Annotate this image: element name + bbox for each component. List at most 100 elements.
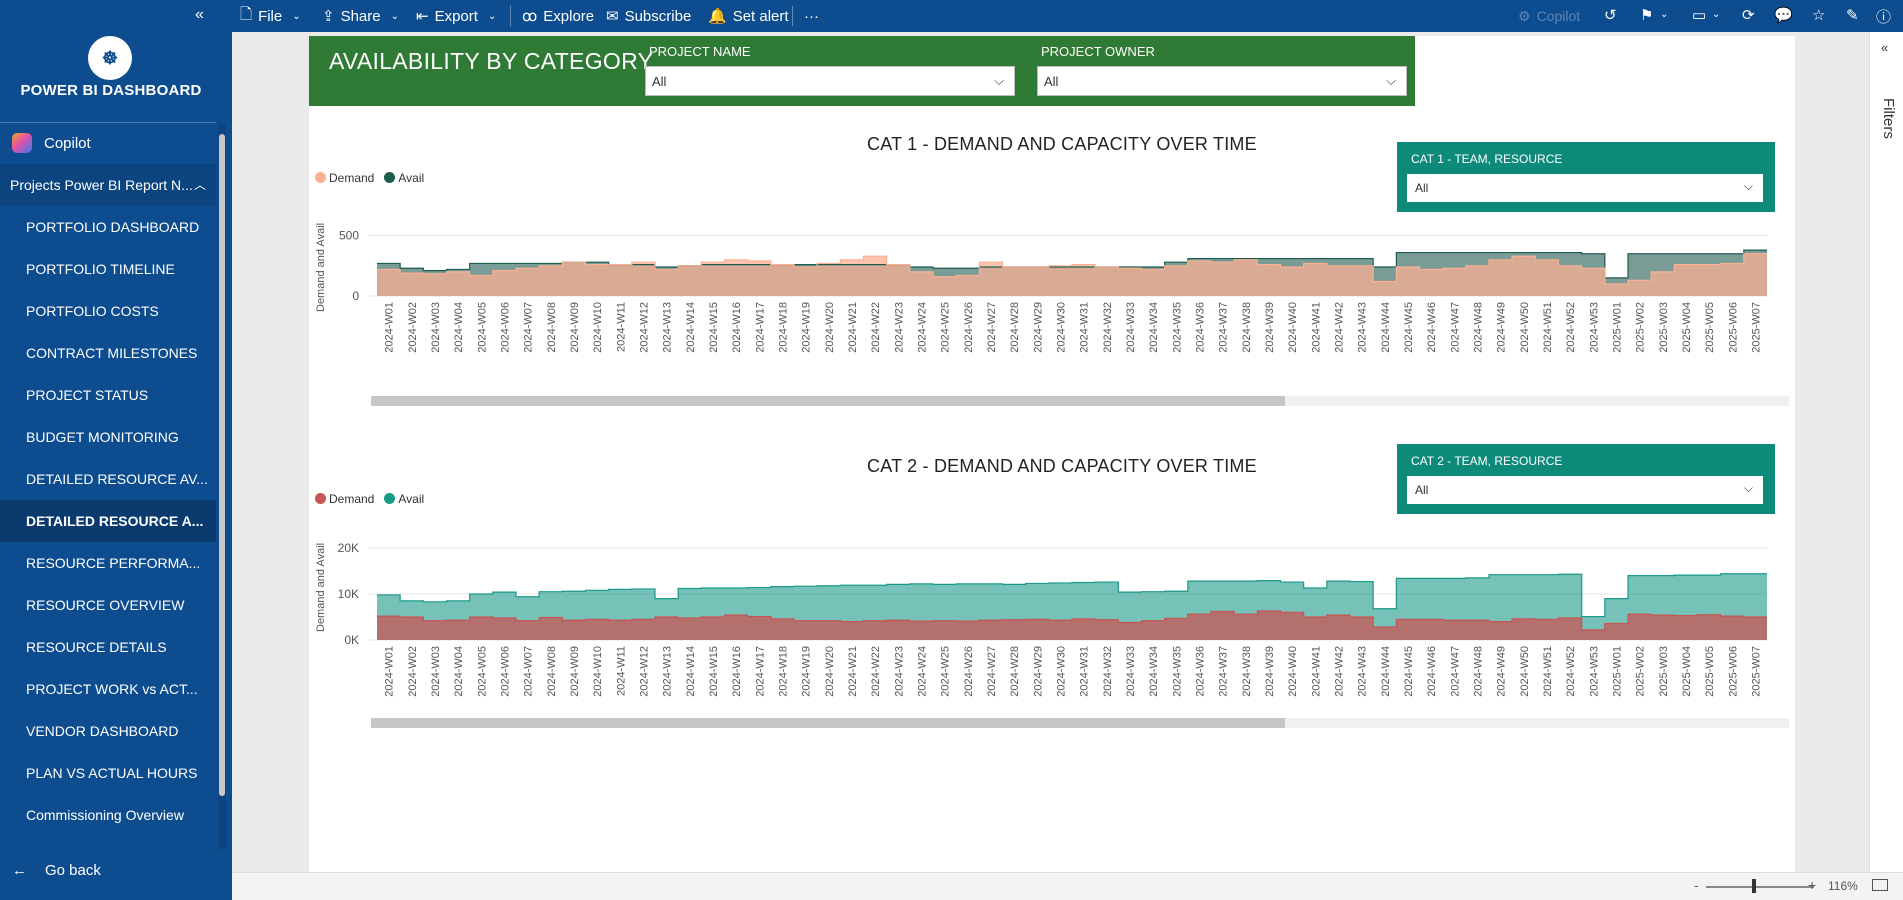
sidebar-nav-item[interactable]: PORTFOLIO TIMELINE xyxy=(26,261,175,277)
set-alert-label: Set alert xyxy=(732,7,789,25)
sidebar-nav-item[interactable]: BUDGET MONITORING xyxy=(26,429,179,445)
x-tick-label: 2024-W29 xyxy=(1032,646,1044,697)
sidebar-nav-item[interactable]: PORTFOLIO DASHBOARD xyxy=(26,219,200,235)
explore-label: Explore xyxy=(543,7,595,25)
chevron-up-icon: ︿ xyxy=(193,178,206,192)
edit-icon[interactable]: ✎ xyxy=(1846,7,1859,24)
filters-label[interactable]: Filters xyxy=(1880,98,1897,139)
set-alert-button[interactable]: 🔔 Set alert xyxy=(708,0,789,32)
zoom-in-button[interactable]: + xyxy=(1808,877,1817,893)
go-back-button[interactable]: ← Go back xyxy=(0,852,216,888)
x-tick-label: 2024-W22 xyxy=(870,302,882,353)
bookmark-icon[interactable]: ⚑ xyxy=(1640,7,1654,24)
sidebar-nav-item[interactable]: DETAILED RESOURCE A... xyxy=(0,500,216,542)
copilot-button[interactable]: ⚙ Copilot xyxy=(1518,0,1580,32)
x-tick-label: 2024-W08 xyxy=(546,302,558,353)
legend-demand-label: Demand xyxy=(329,171,375,185)
copilot-icon xyxy=(12,133,32,153)
y-tick-label: 10K xyxy=(338,587,359,601)
file-menu[interactable]: 🗋 File ⌄ xyxy=(240,0,301,32)
favorite-icon[interactable]: ☆ xyxy=(1812,7,1826,24)
undo-icon[interactable]: ↺ xyxy=(1604,7,1617,24)
x-tick-label: 2024-W43 xyxy=(1357,302,1369,353)
cat1-horizontal-scrollbar[interactable] xyxy=(371,396,1789,406)
zoom-slider[interactable] xyxy=(1706,886,1814,888)
x-tick-label: 2024-W10 xyxy=(592,302,604,353)
sidebar-copilot[interactable]: Copilot xyxy=(0,122,216,164)
toolbar-divider xyxy=(510,6,511,26)
scrollbar-thumb[interactable] xyxy=(371,718,1285,728)
brand-title: POWER BI DASHBOARD xyxy=(20,82,202,99)
comment-icon[interactable]: 💬 xyxy=(1774,7,1793,24)
sidebar-nav-item[interactable]: PROJECT WORK vs ACT... xyxy=(26,681,198,697)
report-page: AVAILABILITY BY CATEGORY PROJECT NAME Al… xyxy=(309,36,1795,872)
project-name-dropdown[interactable]: All ⌵ xyxy=(645,66,1015,96)
x-tick-label: 2024-W15 xyxy=(708,646,720,697)
scrollbar-thumb[interactable] xyxy=(219,134,225,796)
legend-avail-label: Avail xyxy=(398,171,425,185)
sidebar-nav-item[interactable]: RESOURCE OVERVIEW xyxy=(26,597,185,613)
cat2-horizontal-scrollbar[interactable] xyxy=(371,718,1789,728)
project-owner-dropdown[interactable]: All ⌵ xyxy=(1037,66,1407,96)
x-tick-label: 2024-W18 xyxy=(777,302,789,353)
x-tick-label: 2024-W01 xyxy=(384,302,396,353)
cat1-team-dropdown[interactable]: All ⌵ xyxy=(1407,174,1763,202)
export-label: Export xyxy=(434,7,478,25)
arrow-left-icon: ← xyxy=(12,861,27,879)
x-tick-label: 2025-W03 xyxy=(1658,302,1670,353)
sidebar-nav-item[interactable]: RESOURCE DETAILS xyxy=(26,639,167,655)
refresh-icon[interactable]: ⟳ xyxy=(1742,7,1755,24)
cat1-legend: Demand Avail xyxy=(315,171,424,185)
zoom-out-button[interactable]: - xyxy=(1694,878,1699,893)
more-options-button[interactable]: ··· xyxy=(804,0,819,32)
x-tick-label: 2024-W51 xyxy=(1542,302,1554,353)
fit-to-page-icon[interactable] xyxy=(1872,879,1888,891)
x-tick-label: 2025-W01 xyxy=(1611,646,1623,697)
view-icon[interactable]: ▭ xyxy=(1692,7,1707,24)
expand-filters-icon[interactable]: « xyxy=(1881,40,1889,55)
sidebar-nav-item[interactable]: CONTRACT MILESTONES xyxy=(26,345,198,361)
demand-series-line xyxy=(377,253,1767,285)
cat2-chart: 0K 10K 20K 2024-W01 2024-W02 2024-W03 2024-W04… xyxy=(338,541,1767,697)
sidebar-nav-item[interactable]: VENDOR DASHBOARD xyxy=(26,723,179,739)
demand-series-line xyxy=(377,610,1767,631)
sidebar-nav-item[interactable]: Commissioning Overview xyxy=(26,807,184,823)
project-name-value: All xyxy=(652,73,667,89)
x-tick-label: 2024-W37 xyxy=(1218,646,1230,697)
sidebar-nav-item[interactable]: DETAILED RESOURCE AV... xyxy=(26,471,208,487)
x-tick-label: 2024-W50 xyxy=(1519,646,1531,697)
x-tick-label: 2024-W46 xyxy=(1426,302,1438,353)
x-tick-label: 2024-W11 xyxy=(615,646,627,696)
subscribe-label: Subscribe xyxy=(624,7,692,25)
sidebar-nav-item[interactable]: PORTFOLIO COSTS xyxy=(26,303,159,319)
report-header[interactable]: Projects Power BI Report N... ︿ xyxy=(0,164,216,206)
x-tick-label: 2024-W40 xyxy=(1287,302,1299,353)
sidebar-nav-item[interactable]: RESOURCE PERFORMA... xyxy=(26,555,201,571)
legend-demand: Demand xyxy=(315,492,374,506)
info-icon[interactable]: ⓘ xyxy=(1876,9,1892,26)
cat2-legend: Demand Avail xyxy=(315,492,424,506)
x-tick-label: 2024-W34 xyxy=(1148,646,1160,697)
cat2-team-dropdown[interactable]: All ⌵ xyxy=(1407,476,1763,504)
scrollbar-thumb[interactable] xyxy=(371,396,1285,406)
filters-pane[interactable]: « Filters xyxy=(1869,32,1903,872)
explore-button[interactable]: ꝏ Explore xyxy=(522,0,594,32)
sidebar-nav-item[interactable]: PLAN VS ACTUAL HOURS xyxy=(26,765,198,781)
chevron-down-icon[interactable]: ⌄ xyxy=(1712,9,1721,20)
export-menu[interactable]: ⇤ Export ⌄ xyxy=(416,0,496,32)
x-tick-label: 2024-W33 xyxy=(1125,646,1137,697)
toolbar-divider xyxy=(792,6,793,26)
share-menu[interactable]: ⇪ Share ⌄ xyxy=(322,0,399,32)
x-tick-label: 2024-W05 xyxy=(476,302,488,353)
legend-demand: Demand xyxy=(315,171,374,185)
cat1-team-value: All xyxy=(1415,181,1429,195)
collapse-nav-icon[interactable]: « xyxy=(195,6,204,23)
sidebar-nav-item[interactable]: PROJECT STATUS xyxy=(26,387,149,403)
file-label: File xyxy=(258,7,283,25)
subscribe-button[interactable]: ✉ Subscribe xyxy=(606,0,691,32)
y-tick-label: 0K xyxy=(344,633,359,647)
sidebar-scrollbar[interactable] xyxy=(218,124,226,849)
x-tick-label: 2024-W41 xyxy=(1310,302,1322,353)
chevron-down-icon[interactable]: ⌄ xyxy=(1660,9,1669,20)
zoom-slider-thumb[interactable] xyxy=(1752,879,1756,893)
